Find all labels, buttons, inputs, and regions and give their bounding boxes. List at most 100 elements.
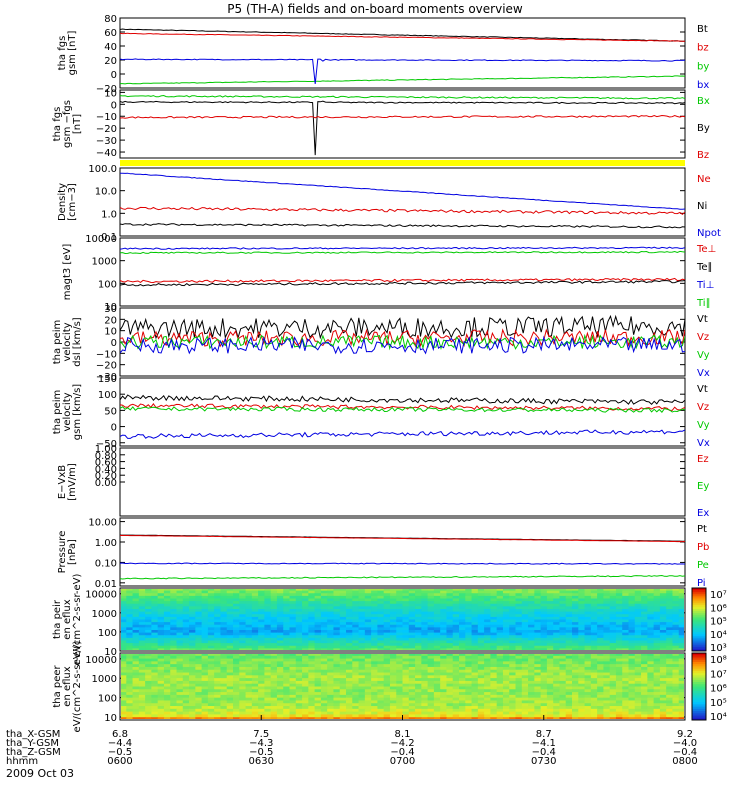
heatmap-cell <box>408 589 416 592</box>
heatmap-cell <box>672 606 680 610</box>
heatmap-cell <box>433 654 441 657</box>
heatmap-cell <box>534 658 542 662</box>
heatmap-cell <box>578 689 586 693</box>
heatmap-cell <box>666 655 674 660</box>
heatmap-cell <box>121 640 127 644</box>
heatmap-cell <box>145 624 152 628</box>
heatmap-cell <box>396 655 404 660</box>
heatmap-cell <box>659 619 667 623</box>
series-line-Vz <box>120 328 685 348</box>
heatmap-cell <box>590 678 598 682</box>
heatmap-cell <box>195 686 203 690</box>
heatmap-cell <box>138 675 146 679</box>
heatmap-cell <box>622 614 630 618</box>
heatmap-cell <box>245 678 253 682</box>
heatmap-cell <box>151 589 159 592</box>
heatmap-cell <box>471 643 479 647</box>
heatmap-cell <box>220 643 228 647</box>
heatmap-cell <box>622 640 630 644</box>
heatmap-cell <box>471 603 479 607</box>
heatmap-cell <box>528 637 535 642</box>
heatmap-cell <box>201 666 209 671</box>
heatmap-cell <box>427 689 435 693</box>
heatmap-cell <box>628 694 636 699</box>
colorbar-cell <box>692 602 706 606</box>
heatmap-cell <box>251 700 259 704</box>
heatmap-cell <box>377 624 385 628</box>
heatmap-cell <box>565 645 573 649</box>
heatmap-cell <box>609 711 617 716</box>
heatmap-cell <box>226 717 234 719</box>
heatmap-cell <box>239 703 247 707</box>
heatmap-cell <box>515 689 523 693</box>
y-axis-label: Pressure <box>57 531 68 574</box>
heatmap-cell <box>452 637 460 642</box>
heatmap-cell <box>226 622 234 626</box>
heatmap-cell <box>427 606 435 610</box>
heatmap-cell <box>195 645 203 649</box>
heatmap-cell <box>647 669 655 674</box>
heatmap-cell <box>264 595 272 600</box>
heatmap-cell <box>484 648 491 650</box>
heatmap-cell <box>383 714 391 718</box>
heatmap-cell <box>433 703 441 707</box>
heatmap-cell <box>433 700 441 704</box>
heatmap-cell <box>641 627 648 631</box>
heatmap-cell <box>302 708 309 713</box>
heatmap-cell <box>138 637 146 642</box>
heatmap-cell <box>446 603 454 607</box>
heatmap-cell <box>634 614 642 618</box>
heatmap-cell <box>440 703 448 707</box>
heatmap-cell <box>584 711 592 716</box>
heatmap-cell <box>459 627 466 631</box>
heatmap-cell <box>239 692 247 696</box>
heatmap-cell <box>540 589 548 592</box>
heatmap-cell <box>339 635 347 639</box>
heatmap-cell <box>446 619 454 623</box>
heatmap-cell <box>121 632 127 636</box>
heatmap-cell <box>546 630 554 634</box>
heatmap-cell <box>346 672 353 676</box>
heatmap-cell <box>396 614 404 618</box>
heatmap-cell <box>641 645 648 649</box>
heatmap-cell <box>339 689 347 693</box>
heatmap-cell <box>339 658 347 662</box>
heatmap-cell <box>251 609 259 613</box>
heatmap-cell <box>490 632 498 636</box>
heatmap-cell <box>207 655 215 660</box>
heatmap-cell <box>546 619 554 623</box>
heatmap-cell <box>553 678 561 682</box>
heatmap-cell <box>157 622 165 626</box>
heatmap-cell <box>509 614 517 618</box>
heatmap-cell <box>515 598 523 602</box>
legend-label: Ez <box>697 454 709 465</box>
heatmap-cell <box>572 593 579 597</box>
heatmap-cell <box>132 590 140 594</box>
heatmap-cell <box>276 666 284 671</box>
heatmap-cell <box>546 697 554 702</box>
heatmap-cell <box>559 658 567 662</box>
heatmap-cell <box>176 661 184 665</box>
heatmap-cell <box>138 678 146 682</box>
heatmap-cell <box>163 593 171 597</box>
heatmap-cell <box>333 603 341 607</box>
heatmap-cell <box>220 700 228 704</box>
heatmap-cell <box>264 683 272 688</box>
heatmap-cell <box>383 589 391 592</box>
heatmap-cell <box>327 683 335 688</box>
heatmap-cell <box>477 655 485 660</box>
x-axis-row-label: hhmm <box>6 756 38 767</box>
heatmap-cell <box>440 640 448 644</box>
heatmap-cell <box>214 598 222 602</box>
heatmap-cell <box>477 689 485 693</box>
heatmap-cell <box>295 717 303 719</box>
heatmap-cell <box>333 627 341 631</box>
heatmap-cell <box>421 624 429 628</box>
heatmap-cell <box>170 611 178 615</box>
heatmap-cell <box>590 661 598 665</box>
heatmap-cell <box>433 630 441 634</box>
heatmap-cell <box>546 643 554 647</box>
heatmap-cell <box>371 694 378 699</box>
heatmap-cell <box>226 661 234 665</box>
heatmap-cell <box>295 632 303 636</box>
